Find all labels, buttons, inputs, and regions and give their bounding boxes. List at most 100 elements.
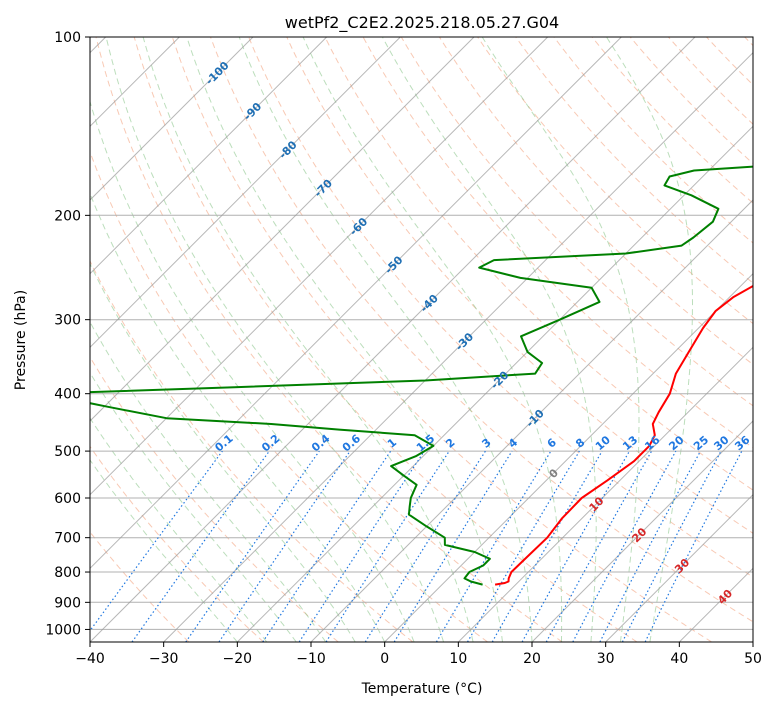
isotherm-label: -100 [203, 59, 232, 88]
mixing-ratio-label: 36 [732, 433, 752, 453]
y-tick-label: 600 [54, 491, 81, 507]
isotherm-line [678, 567, 753, 642]
moist-adiabat-line [606, 37, 693, 642]
mixing-ratio-label: 1 [385, 436, 399, 451]
mixing-ratio-label: 8 [573, 436, 587, 451]
isotherm-label: 40 [715, 587, 735, 607]
isotherm-line [605, 493, 753, 642]
dewpoint-line [90, 165, 753, 586]
isotherm-line [90, 37, 475, 422]
x-tick-label: −20 [223, 651, 253, 667]
moist-adiabat-line [90, 192, 386, 642]
isotherm-line [90, 37, 401, 349]
moist-adiabat-line [90, 371, 297, 642]
mixing-ratio-line [131, 450, 270, 642]
moist-adiabat-line [238, 37, 533, 642]
dry-adiabat-line [515, 37, 753, 284]
mixing-ratio-line [466, 450, 580, 642]
dry-adiabat-line [90, 356, 339, 642]
y-tick-label: 1000 [45, 622, 81, 638]
y-tick-label: 300 [54, 313, 81, 329]
isotherm-line [236, 125, 753, 642]
x-tick-label: 0 [380, 651, 389, 667]
isotherm-label: -80 [276, 138, 299, 161]
mixing-ratio-line [298, 450, 425, 642]
moist-adiabat-line [186, 37, 503, 642]
dry-adiabat-line [668, 37, 753, 125]
x-tick-label: 50 [744, 651, 762, 667]
dry-adiabat-line [591, 37, 753, 204]
x-tick-label: 10 [449, 651, 467, 667]
moist-adiabat-line [90, 262, 356, 642]
mixing-ratio-line [393, 450, 513, 642]
y-tick-label: 400 [54, 387, 81, 403]
isotherm-line [457, 346, 753, 642]
y-tick-label: 500 [54, 444, 81, 460]
moist-adiabat-line [142, 37, 474, 642]
x-axis-label: Temperature (°C) [361, 681, 483, 697]
moist-adiabat-line [90, 459, 238, 642]
moist-adiabat-line [481, 37, 640, 642]
line-labels: 0.1 0.2 0.4 0.6 1 1.5 2 3 4 6 8 10 13 16 20 25 30 36-100-… [203, 59, 753, 607]
mixing-ratio-line [572, 450, 677, 642]
isotherm-line [90, 37, 254, 201]
isotherm-label: -30 [453, 330, 476, 353]
axis-ticks: −40 −30 −20 −10 0 10 20 30 40 5010020030040050060… [45, 30, 762, 667]
dry-adiabat-line [324, 37, 753, 491]
plot-frame [89, 36, 754, 643]
y-tick-label: 200 [54, 208, 81, 224]
isotherm-line [163, 51, 753, 642]
mixing-ratio-line [644, 450, 743, 642]
mixing-ratio-line [521, 450, 631, 642]
isotherm-label: -20 [488, 368, 511, 391]
mixing-ratio-label: 4 [506, 436, 520, 451]
temperature-line [494, 284, 753, 586]
mixing-ratio-line [364, 450, 486, 642]
y-tick-label: 700 [54, 531, 81, 547]
mixing-ratio-line [185, 450, 320, 642]
dry-adiabat-line [95, 37, 563, 642]
mixing-ratio-line [90, 450, 223, 632]
x-tick-label: 30 [597, 651, 615, 667]
x-tick-label: 40 [670, 651, 688, 667]
dry-adiabat-line [90, 150, 488, 642]
mixing-ratio-label: 30 [712, 433, 732, 453]
isotherm-line [90, 37, 328, 275]
dry-adiabat-line [90, 445, 264, 642]
isotherm-label: -50 [382, 253, 405, 276]
mixing-ratio-line [218, 450, 351, 642]
profile-lines [90, 165, 753, 586]
chart-title: wetPf2_C2E2.2025.218.05.27.G04 [285, 13, 559, 33]
mixing-ratio-label: 2 [443, 436, 457, 451]
mixing-ratio-label: 10 [593, 433, 613, 453]
x-tick-label: −10 [296, 651, 326, 667]
isotherm-line [752, 641, 753, 642]
mixing-ratio-label: 3 [479, 436, 493, 451]
x-tick-label: −40 [75, 651, 105, 667]
moist-adiabat-line [90, 321, 327, 642]
dry-adiabat-line [171, 37, 712, 642]
isotherm-line [310, 199, 753, 642]
y-axis-label: Pressure (hPa) [13, 290, 29, 390]
isotherm-line [90, 37, 696, 642]
isotherm-label: 0 [546, 466, 561, 481]
y-tick-label: 100 [54, 30, 81, 46]
mixing-ratio-label: 20 [667, 433, 687, 453]
y-tick-label: 800 [54, 565, 81, 581]
mixing-ratio-label: 6 [545, 436, 559, 451]
x-tick-label: 20 [523, 651, 541, 667]
dry-adiabat-line [248, 37, 753, 578]
isotherm-line [531, 420, 753, 642]
background-lines [90, 37, 753, 642]
mixing-ratio-line [262, 450, 392, 642]
mixing-ratio-line [599, 450, 702, 642]
x-tick-label: −30 [149, 651, 179, 667]
mixing-ratio-line [325, 450, 450, 642]
moist-adiabat-line [90, 417, 268, 642]
moist-adiabat-line [105, 37, 445, 642]
dry-adiabat-line [210, 37, 753, 623]
isotherm-line [384, 272, 753, 642]
moist-adiabat-line [302, 37, 563, 642]
isotherm-line [90, 37, 622, 570]
